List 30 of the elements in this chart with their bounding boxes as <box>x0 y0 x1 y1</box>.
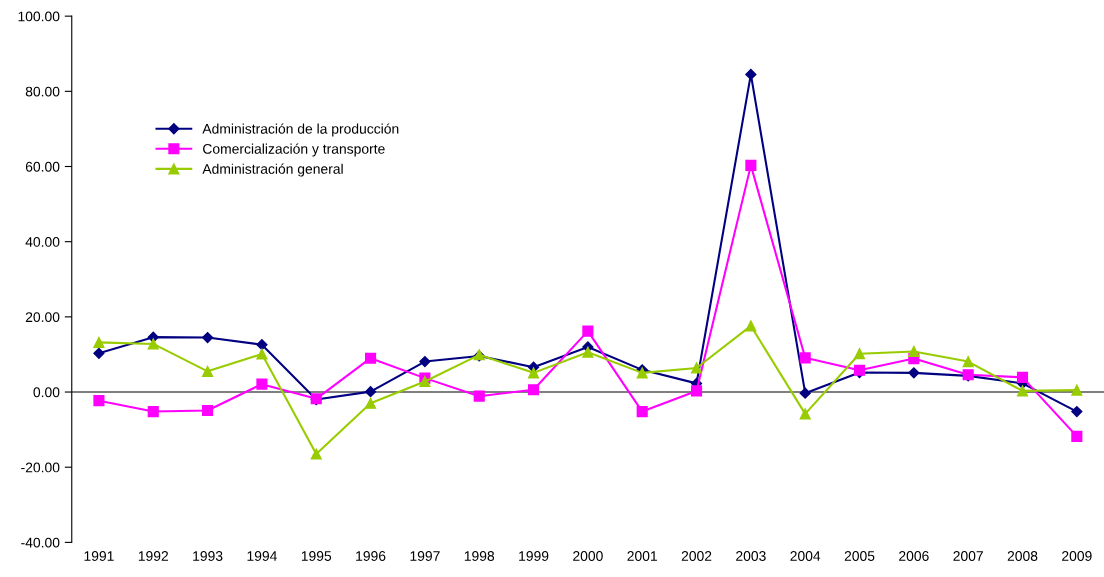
x-tick-label: 1996 <box>356 551 386 561</box>
x-tick-label: 2000 <box>573 551 603 561</box>
x-tick-label: 2004 <box>790 551 821 561</box>
x-tick-label: 1993 <box>193 551 223 561</box>
y-tick-label: 60.00 <box>25 161 60 172</box>
x-tick-label: 2002 <box>681 551 712 561</box>
x-tick-label: 2008 <box>1007 551 1038 561</box>
y-tick-label: 40.00 <box>25 237 60 247</box>
y-tick-label: -20.00 <box>21 462 60 473</box>
x-tick-label: 2001 <box>627 551 657 561</box>
x-tick-label: 2006 <box>899 551 929 561</box>
x-tick-label: 1997 <box>410 551 440 561</box>
x-tick-label: 2009 <box>1062 551 1092 561</box>
y-tick-label: 80.00 <box>25 86 60 97</box>
y-tick-label: 100.00 <box>18 11 60 22</box>
legend-label: Comercialización y transporte <box>203 143 385 157</box>
y-tick-label: -40.00 <box>21 537 60 548</box>
x-tick-label: 1999 <box>519 551 549 561</box>
legend-label: Administración de la producción <box>202 123 399 137</box>
legend-label: Administración general <box>202 163 343 177</box>
x-tick-label: 2005 <box>844 551 875 561</box>
x-tick-label: 2007 <box>953 551 983 561</box>
x-tick-label: 1998 <box>464 551 495 561</box>
y-tick-label: 20.00 <box>25 312 60 323</box>
x-tick-label: 1992 <box>138 551 169 561</box>
x-tick-label: 1994 <box>247 551 277 561</box>
x-tick-label: 2003 <box>736 551 766 561</box>
y-tick-label: 0.00 <box>33 387 60 398</box>
x-tick-label: 1995 <box>301 551 332 561</box>
x-tick-label: 1991 <box>84 551 114 561</box>
